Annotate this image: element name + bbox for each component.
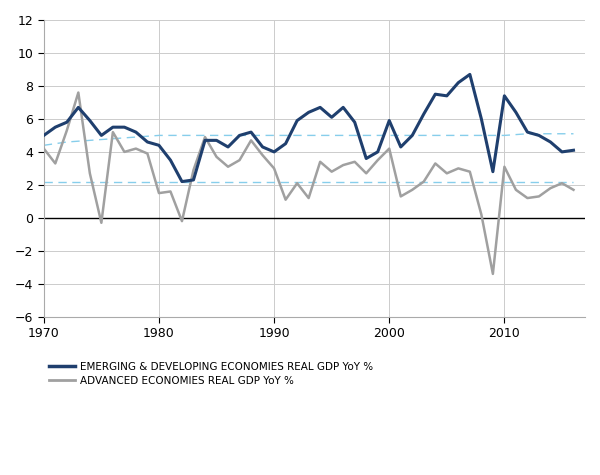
Legend: EMERGING & DEVELOPING ECONOMIES REAL GDP YoY %, ADVANCED ECONOMIES REAL GDP YoY : EMERGING & DEVELOPING ECONOMIES REAL GDP…	[49, 361, 373, 386]
